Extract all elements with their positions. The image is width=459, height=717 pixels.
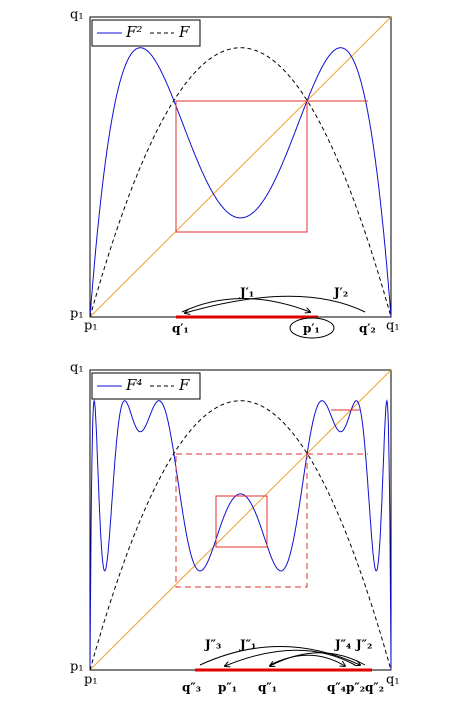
arrow [225,649,356,666]
point-label: q″₁ [258,681,277,695]
interval-label: J′₂ [333,286,348,300]
point-label: p″₂ [346,681,365,695]
curve [89,47,392,318]
arrow [199,646,360,666]
point-label: q″₄ [327,681,346,695]
axis-label: q₁ [70,8,84,23]
legend-label: F [178,23,190,41]
interval-label: J″₃ [204,638,221,652]
axis-label: p₁ [70,307,84,322]
red-square [215,495,268,548]
interval-label: J″₄ [334,638,351,652]
legend [91,19,201,47]
interval-label: J″₁ [239,638,256,652]
axis-label: q₁ [386,319,400,334]
point-label: p′₁ [303,322,320,336]
interval-label: J″₂ [355,638,372,652]
arrow [270,652,366,666]
point-label: q″₂ [365,681,384,695]
diagonal [89,369,392,671]
legend-label: F⁴ [125,376,142,394]
point-label: q″₃ [182,681,201,695]
arrow [181,298,310,313]
axis-label: q₁ [386,673,400,688]
curve [89,47,392,318]
arrow [185,295,366,313]
point-label: q′₁ [172,322,189,336]
red-square [175,453,308,588]
legend-label: F [178,376,190,394]
legend-label: F² [125,23,142,41]
curve [89,399,392,671]
red-square [175,100,308,233]
diagonal [89,16,392,318]
point-label: p″₁ [218,681,237,695]
loop [289,317,335,339]
point-label: q′₂ [359,322,376,336]
axis-label: p₁ [70,660,84,675]
axis-label: q₁ [70,361,84,376]
axis-label: p₁ [84,319,98,334]
curve [89,400,392,671]
bottom-panel: F⁴ F q₁ p₁ p₁ q₁ q″₃ p″₁ q″₁ q″₄ p″₂ q″₂… [70,361,400,695]
top-panel: F² F q₁ p₁ p₁ q₁ q′₁ p′₁ q′₂ J′₁ J′₂ [70,8,400,339]
arrow [269,654,345,666]
axis-label: p₁ [84,673,98,688]
interval-label: J′₁ [239,286,254,300]
